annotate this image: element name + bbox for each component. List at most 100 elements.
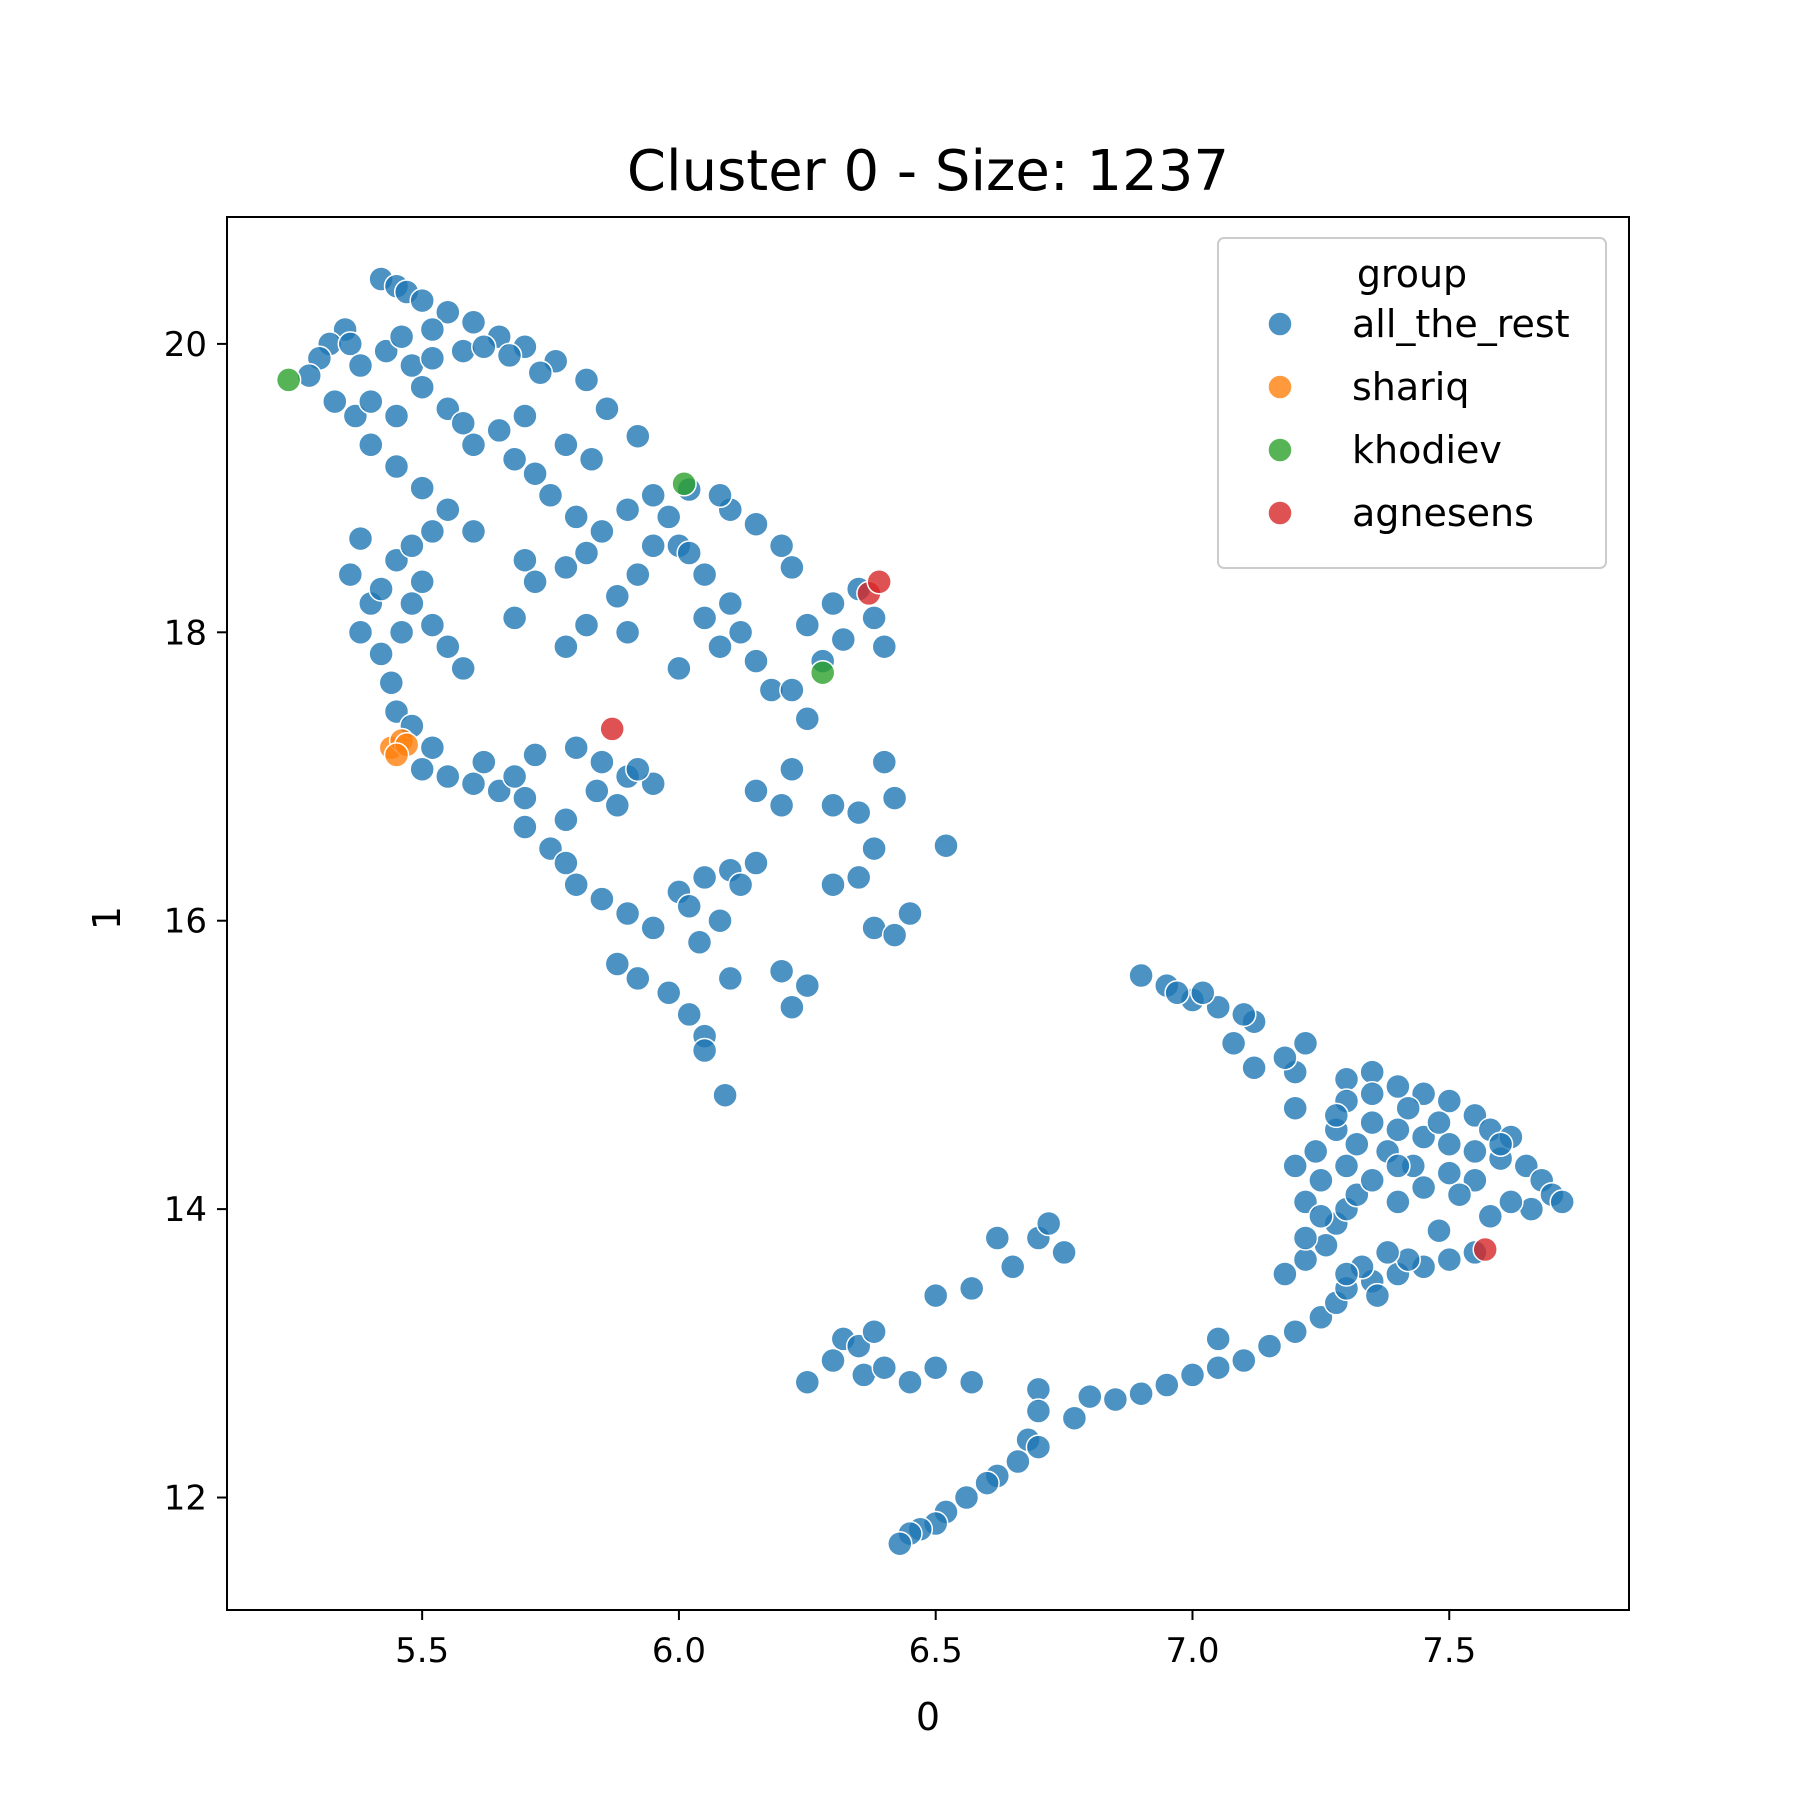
point-khodiev-2 <box>809 659 836 686</box>
point-all_the_rest-275 <box>337 331 364 357</box>
y-axis-label: 1 <box>85 906 129 930</box>
point-all_the_rest-237 <box>1333 1153 1360 1179</box>
point-all_the_rest-252 <box>1333 1261 1360 1287</box>
point-all_the_rest-239 <box>1446 1181 1473 1208</box>
point-all_the_rest-271 <box>1385 1153 1411 1179</box>
point-all_the_rest-110 <box>717 965 744 992</box>
point-all_the_rest-193 <box>1256 1333 1283 1359</box>
point-all_the_rest-150 <box>640 533 666 559</box>
point-all_the_rest-72 <box>717 590 744 617</box>
y-tick-label-4: 20 <box>164 325 207 365</box>
point-all_the_rest-276 <box>347 352 374 379</box>
point-agnesens-2 <box>866 569 892 595</box>
legend-marker-khodiev <box>1267 437 1293 463</box>
point-all_the_rest-229 <box>1395 1095 1421 1121</box>
point-all_the_rest-121 <box>578 446 605 473</box>
point-all_the_rest-115 <box>460 432 487 458</box>
point-all_the_rest-76 <box>707 633 733 660</box>
point-all_the_rest-117 <box>522 460 548 487</box>
point-all_the_rest-69 <box>727 871 754 898</box>
point-all_the_rest-32 <box>409 756 435 783</box>
point-all_the_rest-161 <box>922 1282 949 1309</box>
x-tick-label-4: 7.5 <box>1422 1631 1476 1671</box>
point-all_the_rest-118 <box>537 482 564 509</box>
point-all_the_rest-165 <box>820 1347 846 1374</box>
point-all_the_rest-250 <box>1374 1239 1401 1266</box>
point-all_the_rest-92 <box>830 626 857 653</box>
point-all_the_rest-171 <box>958 1369 985 1395</box>
point-all_the_rest-179 <box>953 1484 980 1511</box>
point-all_the_rest-34 <box>460 770 487 797</box>
point-all_the_rest-68 <box>686 929 713 956</box>
point-all_the_rest-140 <box>419 518 446 545</box>
point-all_the_rest-102 <box>820 871 846 898</box>
point-all_the_rest-4 <box>435 299 461 325</box>
point-all_the_rest-168 <box>794 1369 821 1395</box>
point-all_the_rest-36 <box>512 785 538 811</box>
point-all_the_rest-46 <box>640 915 666 941</box>
point-all_the_rest-136 <box>450 655 476 682</box>
point-all_the_rest-98 <box>871 749 898 775</box>
point-all_the_rest-87 <box>794 612 821 638</box>
point-all_the_rest-222 <box>1477 1203 1504 1230</box>
point-all_the_rest-104 <box>881 922 908 948</box>
point-all_the_rest-28 <box>378 670 405 696</box>
point-all_the_rest-138 <box>368 576 394 602</box>
point-all_the_rest-21 <box>435 496 461 523</box>
point-all_the_rest-146 <box>553 633 579 660</box>
point-all_the_rest-158 <box>984 1225 1011 1251</box>
point-all_the_rest-74 <box>743 648 769 674</box>
point-all_the_rest-200 <box>1292 1246 1319 1273</box>
point-all_the_rest-185 <box>1061 1405 1088 1431</box>
legend-marker-agnesens <box>1267 500 1293 526</box>
point-all_the_rest-273 <box>1308 1203 1334 1230</box>
point-all_the_rest-82 <box>779 554 805 581</box>
point-all_the_rest-178 <box>974 1470 1000 1496</box>
point-all_the_rest-71 <box>691 561 718 588</box>
point-all_the_rest-38 <box>501 763 528 790</box>
point-all_the_rest-3 <box>409 287 435 314</box>
point-all_the_rest-248 <box>1426 1217 1452 1244</box>
point-all_the_rest-191 <box>1205 1354 1231 1381</box>
point-all_the_rest-66 <box>676 893 702 920</box>
point-all_the_rest-266 <box>1164 980 1190 1006</box>
point-all_the_rest-187 <box>1102 1386 1129 1413</box>
point-all_the_rest-112 <box>779 994 805 1020</box>
point-all_the_rest-233 <box>1436 1160 1463 1186</box>
point-all_the_rest-105 <box>897 900 923 927</box>
point-all_the_rest-148 <box>614 619 641 646</box>
point-all_the_rest-54 <box>563 734 589 761</box>
point-all_the_rest-153 <box>589 518 615 545</box>
point-all_the_rest-122 <box>512 403 538 429</box>
point-all_the_rest-61 <box>553 807 579 833</box>
point-all_the_rest-257 <box>1292 1030 1319 1057</box>
point-all_the_rest-134 <box>419 612 446 638</box>
point-all_the_rest-269 <box>1359 1081 1385 1107</box>
point-all_the_rest-85 <box>640 482 666 509</box>
y-tick-label-3: 18 <box>164 613 207 653</box>
x-tick-label-1: 6.0 <box>652 1631 706 1671</box>
point-all_the_rest-78 <box>666 655 692 682</box>
point-all_the_rest-225 <box>1385 1073 1411 1100</box>
point-all_the_rest-142 <box>522 569 548 595</box>
point-all_the_rest-190 <box>1179 1362 1206 1388</box>
point-all_the_rest-133 <box>399 590 425 617</box>
point-all_the_rest-45 <box>614 900 641 927</box>
point-all_the_rest-230 <box>1426 1109 1452 1136</box>
x-tick-label-3: 7.0 <box>1165 1631 1219 1671</box>
point-all_the_rest-235 <box>1359 1167 1385 1194</box>
point-all_the_rest-127 <box>358 388 384 415</box>
point-all_the_rest-44 <box>589 886 615 912</box>
legend-marker-shariq <box>1267 374 1293 400</box>
point-all_the_rest-42 <box>553 850 579 876</box>
point-all_the_rest-236 <box>1385 1189 1411 1215</box>
point-all_the_rest-91 <box>871 633 898 660</box>
point-all_the_rest-125 <box>450 410 476 436</box>
point-all_the_rest-176 <box>1005 1448 1031 1475</box>
point-all_the_rest-132 <box>409 569 435 595</box>
point-all_the_rest-219 <box>1549 1189 1575 1215</box>
point-all_the_rest-31 <box>419 734 446 761</box>
point-all_the_rest-156 <box>1051 1239 1077 1266</box>
point-all_the_rest-20 <box>409 475 435 501</box>
